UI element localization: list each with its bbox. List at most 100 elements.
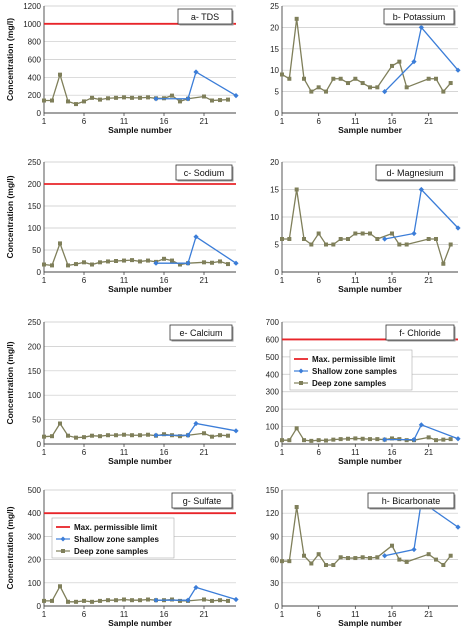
deep-series-point bbox=[397, 242, 402, 247]
deep-series-point bbox=[375, 555, 380, 560]
deep-series-point bbox=[178, 262, 182, 267]
y-tick-label: 500 bbox=[28, 486, 42, 495]
deep-series-point bbox=[309, 438, 314, 443]
deep-series-point bbox=[287, 438, 292, 443]
y-tick-label: 20 bbox=[270, 158, 279, 167]
deep-series-point bbox=[106, 96, 110, 101]
y-tick-label: 150 bbox=[266, 486, 280, 495]
x-tick-label: 16 bbox=[160, 448, 169, 457]
y-tick-label: 0 bbox=[37, 602, 42, 611]
shallow-series-point bbox=[455, 225, 461, 231]
y-tick-label: 100 bbox=[28, 391, 42, 400]
title-box bbox=[175, 164, 233, 181]
deep-series-point bbox=[106, 598, 110, 603]
deep-series-point bbox=[90, 599, 94, 604]
deep-series-point bbox=[448, 437, 453, 442]
shallow-series-point bbox=[153, 597, 159, 603]
shallow-series-line bbox=[384, 25, 459, 93]
y-tick-label: 0 bbox=[275, 109, 280, 118]
shallow-series-point bbox=[382, 236, 388, 242]
deep-series-point bbox=[338, 76, 343, 81]
shallow-series-point bbox=[233, 596, 239, 603]
deep-series-point bbox=[58, 72, 62, 77]
deep-series-point bbox=[324, 242, 328, 247]
deep-series-point bbox=[309, 242, 314, 247]
deep-series-point bbox=[114, 598, 118, 603]
deep-series-point bbox=[162, 256, 166, 261]
shallow-series-point bbox=[382, 553, 388, 559]
deep-series-point bbox=[360, 436, 365, 441]
x-tick-label: 21 bbox=[200, 448, 209, 457]
y-tick-label: 60 bbox=[270, 556, 279, 565]
shallow-series-point bbox=[411, 437, 417, 443]
deep-series-line bbox=[44, 72, 229, 105]
deep-series-point bbox=[202, 94, 206, 99]
y-tick-label: 5 bbox=[275, 88, 280, 97]
deep-series-point bbox=[138, 95, 142, 100]
legend-box bbox=[51, 517, 175, 559]
y-tick-label: 400 bbox=[28, 73, 42, 82]
y-tick-label: 300 bbox=[266, 388, 280, 397]
deep-series-point bbox=[130, 433, 134, 438]
x-tick-label: 21 bbox=[424, 448, 433, 457]
deep-series-point bbox=[324, 89, 328, 94]
deep-series-point bbox=[106, 433, 110, 438]
x-tick-label: 6 bbox=[82, 276, 87, 285]
deep-series-point bbox=[302, 438, 306, 443]
deep-series-point bbox=[294, 426, 299, 431]
deep-series-point bbox=[178, 99, 182, 104]
x-tick-label: 16 bbox=[388, 610, 397, 619]
x-tick-label: 21 bbox=[200, 610, 209, 619]
shallow-series-point bbox=[382, 89, 388, 95]
shallow-series-line bbox=[156, 586, 237, 601]
y-tick-label: 10 bbox=[270, 66, 279, 75]
deep-series-point bbox=[122, 95, 126, 100]
deep-series-point bbox=[90, 433, 94, 438]
deep-series-point bbox=[146, 432, 150, 437]
shallow-series-point bbox=[153, 432, 159, 438]
y-tick-label: 200 bbox=[266, 405, 280, 414]
y-tick-label: 30 bbox=[270, 579, 279, 588]
shallow-series-point bbox=[193, 584, 199, 591]
deep-series-point bbox=[426, 237, 431, 241]
x-tick-label: 6 bbox=[316, 276, 321, 285]
deep-series-point bbox=[226, 433, 230, 438]
legend-shallow-label: Shallow zone samples bbox=[312, 367, 397, 376]
x-tick-label: 16 bbox=[388, 117, 397, 126]
deep-series-point bbox=[170, 93, 174, 98]
shallow-series-point bbox=[418, 422, 424, 428]
deep-series-point bbox=[74, 102, 78, 107]
y-tick-label: 200 bbox=[28, 91, 42, 100]
x-tick-label: 11 bbox=[120, 276, 129, 285]
deep-series-point bbox=[375, 437, 380, 442]
deep-series-point bbox=[316, 85, 321, 90]
x-axis-label: Sample number bbox=[108, 125, 172, 135]
chart-title: f- Chloride bbox=[399, 328, 441, 338]
deep-series-point bbox=[162, 432, 166, 437]
deep-series-point bbox=[82, 99, 86, 104]
x-tick-label: 1 bbox=[280, 117, 285, 126]
title-box bbox=[169, 324, 233, 341]
title-box bbox=[367, 492, 455, 509]
shallow-series-point bbox=[185, 597, 191, 603]
deep-series-point bbox=[441, 261, 446, 266]
deep-series-point bbox=[146, 258, 150, 263]
deep-series-point bbox=[294, 505, 299, 510]
y-tick-label: 1200 bbox=[23, 2, 41, 11]
deep-series-point bbox=[114, 433, 118, 438]
shallow-series-line bbox=[384, 424, 459, 441]
deep-series-point bbox=[360, 555, 365, 560]
deep-series-point bbox=[130, 95, 134, 100]
x-tick-label: 11 bbox=[351, 448, 360, 457]
deep-series-point bbox=[226, 97, 230, 102]
x-axis-label: Sample number bbox=[108, 618, 172, 628]
deep-series-point bbox=[294, 16, 299, 21]
y-tick-label: 0 bbox=[275, 602, 280, 611]
y-tick-label: 300 bbox=[28, 532, 42, 541]
deep-series-point bbox=[202, 597, 206, 602]
deep-series-point bbox=[138, 259, 142, 264]
deep-series-point bbox=[210, 260, 214, 265]
